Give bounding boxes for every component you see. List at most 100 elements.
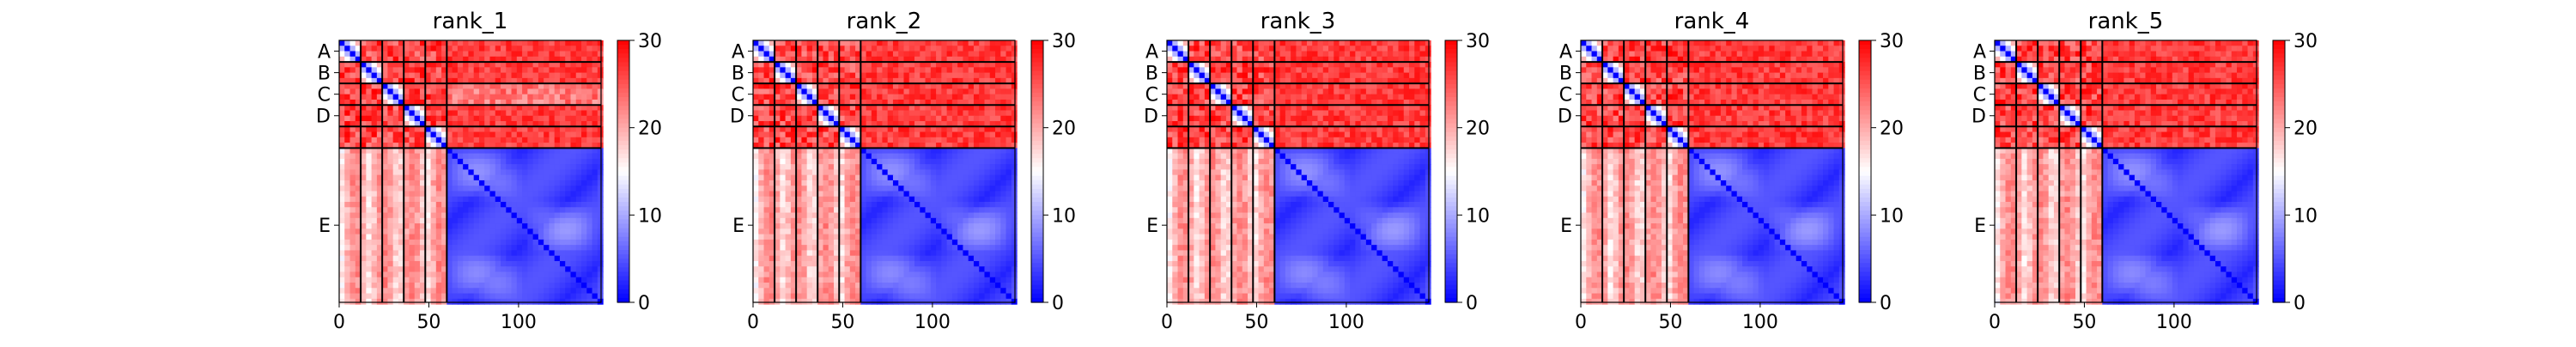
heatmap-cell <box>898 261 904 267</box>
heatmap-cell <box>823 110 829 116</box>
heatmap-cell <box>786 62 792 68</box>
heatmap-cell <box>538 105 544 111</box>
heatmap-cell <box>903 164 909 170</box>
heatmap-cell <box>952 169 958 175</box>
heatmap-cell <box>796 52 802 58</box>
heatmap-cell <box>489 175 495 181</box>
heatmap-cell <box>517 164 523 170</box>
heatmap-cell <box>415 164 421 170</box>
heatmap-cell <box>1006 88 1012 94</box>
heatmap-cell <box>495 94 501 100</box>
heatmap-cell <box>780 73 786 79</box>
heatmap-cell <box>758 256 764 262</box>
colorbar-segment <box>1031 285 1043 290</box>
heatmap-cell <box>786 218 792 224</box>
heatmap-cell <box>468 191 474 197</box>
heatmap-cell <box>1012 40 1018 46</box>
heatmap-cell <box>447 271 453 277</box>
heatmap-cell <box>974 62 980 68</box>
heatmap-cell <box>893 148 899 154</box>
heatmap-cell <box>877 207 883 213</box>
heatmap-cell <box>903 218 909 224</box>
heatmap-cell <box>350 88 356 94</box>
heatmap-cell <box>527 116 533 122</box>
heatmap-cell <box>926 73 932 79</box>
heatmap-cell <box>866 154 872 160</box>
heatmap-cell <box>415 83 421 89</box>
heatmap-cell <box>512 126 518 132</box>
heatmap-cell <box>990 110 996 116</box>
heatmap-cell <box>920 175 926 181</box>
heatmap-cell <box>1006 294 1012 300</box>
heatmap-cell <box>555 218 561 224</box>
heatmap-cell <box>941 266 947 272</box>
heatmap-cell <box>560 240 566 246</box>
heatmap-cell <box>474 148 480 154</box>
heatmap-cell <box>484 294 490 300</box>
heatmap-cell <box>877 110 883 116</box>
heatmap-cell <box>850 288 856 294</box>
heatmap-cell <box>882 116 888 122</box>
heatmap-cell <box>453 250 459 256</box>
colorbar-segment <box>1031 106 1043 111</box>
heatmap-cell <box>549 191 555 197</box>
heatmap-cell <box>586 299 592 305</box>
heatmap-cell <box>995 197 1001 203</box>
heatmap-cell <box>436 202 442 208</box>
heatmap-cell <box>963 294 969 300</box>
heatmap-cell <box>963 234 969 240</box>
heatmap-cell <box>952 94 958 100</box>
heatmap-cell <box>506 126 512 132</box>
heatmap-cell <box>963 154 969 160</box>
heatmap-cell <box>570 256 576 262</box>
colorbar-segment <box>617 219 629 224</box>
heatmap-cell <box>463 62 469 68</box>
heatmap-cell <box>387 245 393 251</box>
heatmap-cell <box>995 234 1001 240</box>
heatmap-cell <box>495 256 501 262</box>
heatmap-cell <box>592 67 598 73</box>
heatmap-cell <box>984 245 990 251</box>
heatmap-cell <box>984 83 990 89</box>
heatmap-cell <box>522 186 528 192</box>
heatmap-cell <box>850 228 856 234</box>
heatmap-cell <box>393 52 399 58</box>
heatmap-cell <box>941 137 947 143</box>
heatmap-cell <box>984 294 990 300</box>
heatmap-cell <box>560 110 566 116</box>
heatmap-cell <box>786 277 792 283</box>
colorbar-segment <box>617 49 629 54</box>
heatmap-cell <box>447 116 453 122</box>
heatmap-cell <box>436 271 442 277</box>
heatmap-cell <box>990 186 996 192</box>
heatmap-cell <box>512 202 518 208</box>
heatmap-cell <box>447 250 453 256</box>
heatmap-cell <box>453 245 459 251</box>
heatmap-cell <box>957 73 963 79</box>
heatmap-cell <box>409 62 415 68</box>
heatmap-cell <box>979 294 985 300</box>
heatmap-cell <box>926 94 932 100</box>
heatmap-cell <box>882 126 888 132</box>
heatmap-cell <box>501 110 507 116</box>
heatmap-cell <box>882 159 888 165</box>
heatmap-cell <box>1012 88 1018 94</box>
heatmap-cell <box>517 46 523 52</box>
heatmap-cell <box>495 213 501 219</box>
heatmap-cell <box>538 83 544 89</box>
heatmap-cell <box>984 94 990 100</box>
heatmap-cell <box>845 94 851 100</box>
heatmap-cell <box>506 67 512 73</box>
heatmap-cell <box>393 283 399 289</box>
heatmap-cell <box>409 169 415 175</box>
heatmap-cell <box>903 73 909 79</box>
heatmap-cell <box>512 67 518 73</box>
heatmap-cell <box>431 116 437 122</box>
heatmap-cell <box>425 88 431 94</box>
heatmap-cell <box>517 62 523 68</box>
heatmap-cell <box>404 271 410 277</box>
heatmap-cell <box>839 40 845 46</box>
heatmap-cell <box>361 228 367 234</box>
heatmap-cell <box>914 132 920 138</box>
heatmap-cell <box>570 73 576 79</box>
